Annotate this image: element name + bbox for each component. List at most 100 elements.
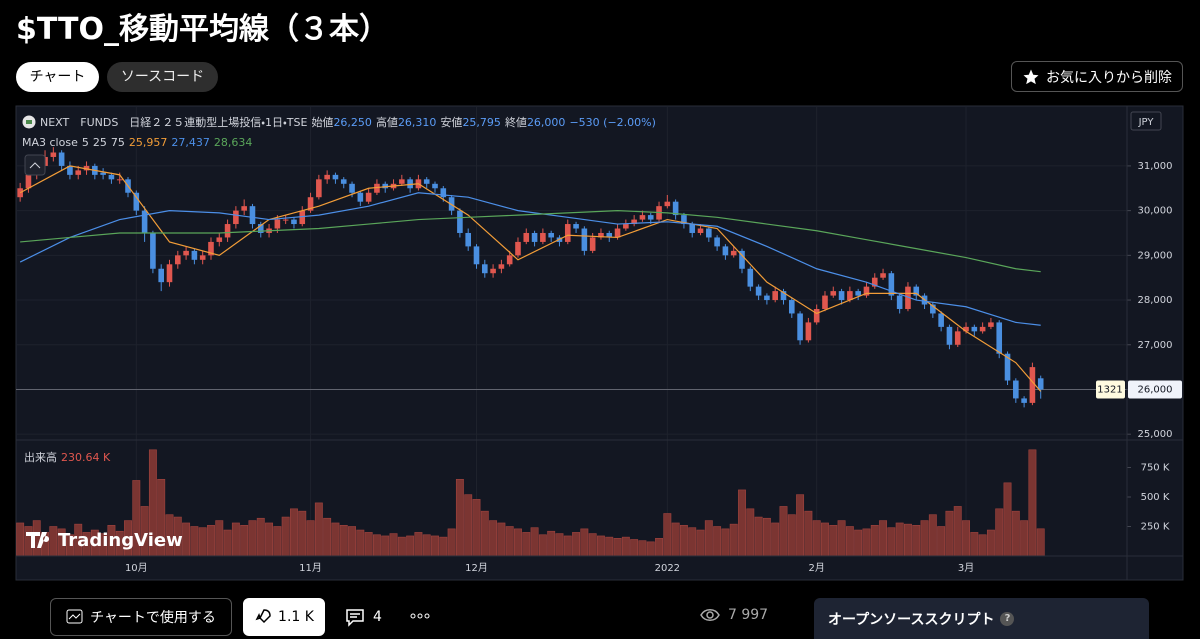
candle-body <box>50 152 57 157</box>
volume-bar <box>605 536 614 557</box>
candle-body <box>307 197 314 211</box>
ohlc-item: 終値26,000 <box>505 114 566 130</box>
volume-bar <box>306 520 315 557</box>
volume-bar <box>729 523 738 557</box>
volume-bar <box>256 517 265 557</box>
tab-source[interactable]: ソースコード <box>107 62 218 92</box>
help-icon[interactable]: ? <box>1000 611 1015 626</box>
candle-body <box>440 188 447 198</box>
ohlc-label: 終値 <box>504 116 527 129</box>
ohlc-value: 26,000 <box>526 116 566 129</box>
volume-bar <box>630 539 639 557</box>
volume-bar <box>24 526 33 557</box>
volume-bar <box>505 526 514 557</box>
candle-body <box>473 246 480 265</box>
candle-body <box>772 291 778 301</box>
candle-body <box>448 197 455 211</box>
volume-bar <box>223 529 232 557</box>
candle-body <box>83 165 90 171</box>
ma-value: 25,957 <box>128 136 168 149</box>
volume-bar <box>679 525 688 557</box>
collapse-button[interactable] <box>24 154 46 176</box>
candle-body <box>689 224 696 233</box>
candle-body <box>216 237 223 242</box>
volume-bar <box>406 535 415 557</box>
candle-body <box>423 179 430 184</box>
candle-body <box>67 165 73 175</box>
candle-body <box>183 250 189 256</box>
collapse-icon <box>29 162 41 169</box>
y-tick-label: 25,000 <box>1138 429 1173 440</box>
x-tick-label: 12月 <box>465 562 488 574</box>
candle-body <box>25 174 32 189</box>
candle-body <box>465 232 471 247</box>
chart-panel <box>15 105 1184 581</box>
candle-body <box>730 250 737 256</box>
boost-count: 1.1 K <box>278 609 314 625</box>
ma-legend: MA3 close 5 25 75 25,957 27,437 28,634 <box>22 136 252 149</box>
last-price-box <box>1128 380 1182 399</box>
tab-chart[interactable]: チャート <box>16 62 99 92</box>
volume-bar <box>655 537 663 557</box>
volume-bar <box>348 526 356 557</box>
candle-body <box>681 215 687 225</box>
volume-bar <box>746 508 755 557</box>
volume-bar <box>49 526 58 557</box>
ohlc-item: 始値26,250 <box>311 114 372 130</box>
candle-body <box>888 273 895 296</box>
candle-body <box>365 192 372 202</box>
candle-body <box>382 183 389 189</box>
ohlc-label: 高値 <box>375 116 398 129</box>
volume-bar <box>547 530 556 557</box>
volume-bar <box>248 520 257 557</box>
candle-body <box>797 313 803 341</box>
candle-body <box>913 286 920 296</box>
volume-bar <box>829 525 838 557</box>
candle-body <box>564 224 571 242</box>
comments[interactable]: 4 <box>345 607 382 627</box>
volume-bar <box>912 525 921 557</box>
candle-body <box>1004 353 1011 381</box>
volume-bar <box>265 522 274 557</box>
candle-body <box>896 295 903 309</box>
candle-body <box>233 210 239 225</box>
view-count: 7 997 <box>728 607 769 623</box>
candle-body <box>830 291 837 296</box>
volume-bar <box>339 525 348 557</box>
volume-bar <box>198 527 207 557</box>
candle-body <box>407 179 413 189</box>
volume-bar <box>464 494 473 557</box>
candle-body <box>780 291 787 301</box>
ohlc-legend: 始値26,250 高値26,310 安値25,795 終値26,000 <box>311 114 565 130</box>
candle-body <box>706 228 712 238</box>
volume-bar <box>1003 482 1012 557</box>
candle-body <box>141 210 148 233</box>
volume-bar <box>1011 510 1020 557</box>
candle-body <box>647 215 654 220</box>
candle-body <box>291 219 297 225</box>
volume-bar <box>696 529 705 557</box>
volume-bar <box>372 534 381 557</box>
volume-bar <box>207 525 215 557</box>
ohlc-label: 安値 <box>440 116 463 129</box>
candle-body <box>739 250 745 269</box>
favorite-button[interactable]: お気に入りから削除 <box>1011 61 1183 92</box>
candle-body <box>971 326 978 332</box>
volume-bar <box>621 536 630 557</box>
candle-body <box>988 322 994 327</box>
candle-body <box>249 206 256 225</box>
candle-body <box>515 241 521 256</box>
candle-body <box>241 206 247 211</box>
more-button[interactable] <box>410 611 430 621</box>
page-title: $TTO_移動平均線（３本） <box>16 12 389 47</box>
volume-bar <box>298 510 307 557</box>
candle-body <box>979 326 986 332</box>
candle-body <box>930 304 936 314</box>
ohlc-value: 26,250 <box>333 116 372 129</box>
candle-body <box>664 201 671 207</box>
use-chart-button[interactable]: チャートで使用する <box>50 598 232 636</box>
volume-bar <box>190 526 199 557</box>
volume-bar <box>638 540 647 557</box>
boost-button[interactable]: 1.1 K <box>243 598 325 636</box>
candle-body <box>316 179 322 198</box>
